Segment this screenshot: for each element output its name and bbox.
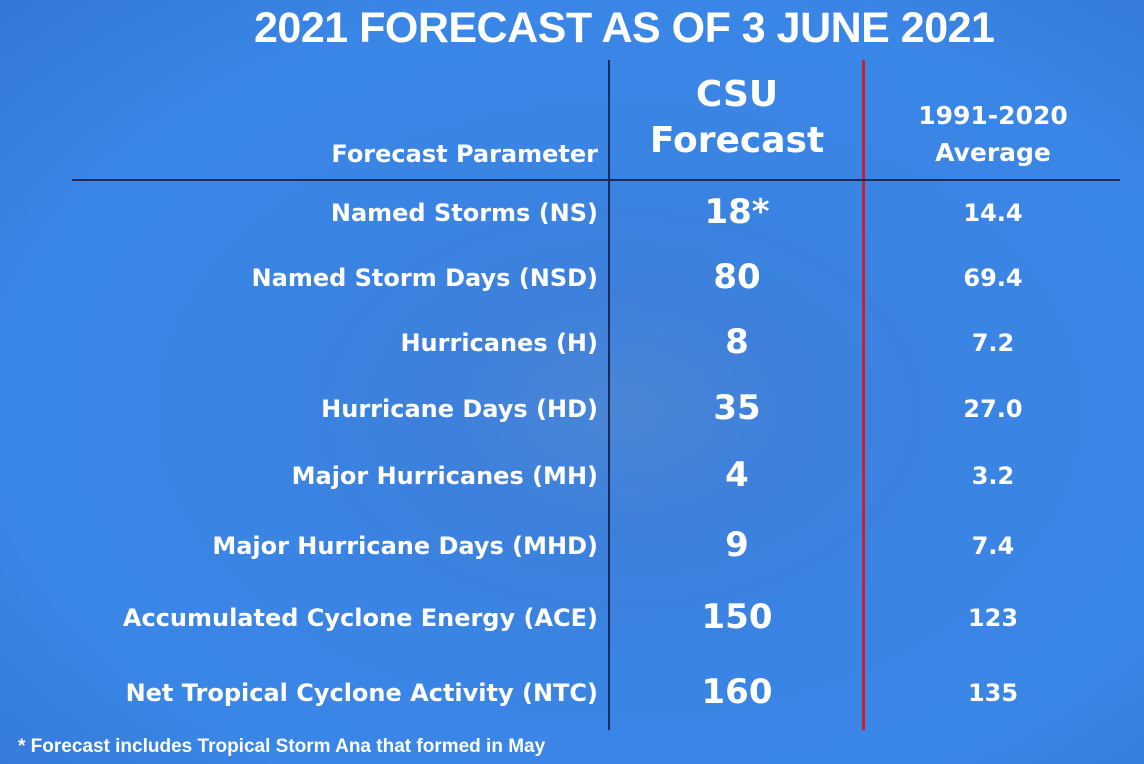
param-cell: Hurricanes (H) xyxy=(400,329,598,357)
csu-cell: 9 xyxy=(725,525,749,565)
table-row: Hurricanes (H) 8 7.2 xyxy=(0,322,1144,369)
header-divider xyxy=(72,179,1120,181)
csu-cell: 18* xyxy=(704,192,770,232)
header-csu-line2: Forecast xyxy=(649,120,825,161)
csu-cell: 150 xyxy=(701,597,773,637)
avg-cell: 27.0 xyxy=(963,395,1023,423)
param-cell: Named Storms (NS) xyxy=(330,199,598,227)
table-row: Named Storm Days (NSD) 80 69.4 xyxy=(0,257,1144,304)
param-cell: Net Tropical Cyclone Activity (NTC) xyxy=(125,679,598,707)
param-cell: Named Storm Days (NSD) xyxy=(251,264,598,292)
avg-cell: 123 xyxy=(967,604,1019,632)
avg-cell: 69.4 xyxy=(963,264,1023,292)
header-avg-line2: Average xyxy=(935,138,1051,167)
table-row: Net Tropical Cyclone Activity (NTC) 160 13… xyxy=(0,672,1144,719)
header-csu-forecast: CSU Forecast xyxy=(612,72,862,164)
csu-cell: 80 xyxy=(713,257,761,297)
csu-cell: 8 xyxy=(725,322,749,362)
column-divider xyxy=(608,60,610,730)
csu-cell: 160 xyxy=(701,672,773,712)
csu-cell: 35 xyxy=(713,388,761,428)
avg-cell: 7.2 xyxy=(971,329,1015,357)
avg-cell: 3.2 xyxy=(971,462,1015,490)
header-avg-line1: 1991-2020 xyxy=(918,101,1068,130)
table-row: Major Hurricanes (MH) 4 3.2 xyxy=(0,455,1144,502)
avg-cell: 135 xyxy=(967,679,1019,707)
table-row: Major Hurricane Days (MHD) 9 7.4 xyxy=(0,525,1144,572)
param-cell: Hurricane Days (HD) xyxy=(321,395,598,423)
table-row: Hurricane Days (HD) 35 27.0 xyxy=(0,388,1144,435)
table-row: Named Storms (NS) 18* 14.4 xyxy=(0,192,1144,239)
table-row: Accumulated Cyclone Energy (ACE) 150 123 xyxy=(0,597,1144,644)
csu-cell: 4 xyxy=(725,455,749,495)
footnote: * Forecast includes Tropical Storm Ana t… xyxy=(18,736,546,757)
header-forecast-parameter: Forecast Parameter xyxy=(331,140,598,168)
header-csu-line1: CSU xyxy=(695,74,779,115)
red-column-divider xyxy=(862,60,865,730)
param-cell: Accumulated Cyclone Energy (ACE) xyxy=(122,604,598,632)
param-cell: Major Hurricanes (MH) xyxy=(291,462,598,490)
avg-cell: 14.4 xyxy=(963,199,1023,227)
slide-title: 2021 FORECAST AS OF 3 JUNE 2021 xyxy=(254,4,995,52)
param-cell: Major Hurricane Days (MHD) xyxy=(212,532,598,560)
header-average: 1991-2020 Average xyxy=(866,97,1120,171)
avg-cell: 7.4 xyxy=(971,532,1015,560)
